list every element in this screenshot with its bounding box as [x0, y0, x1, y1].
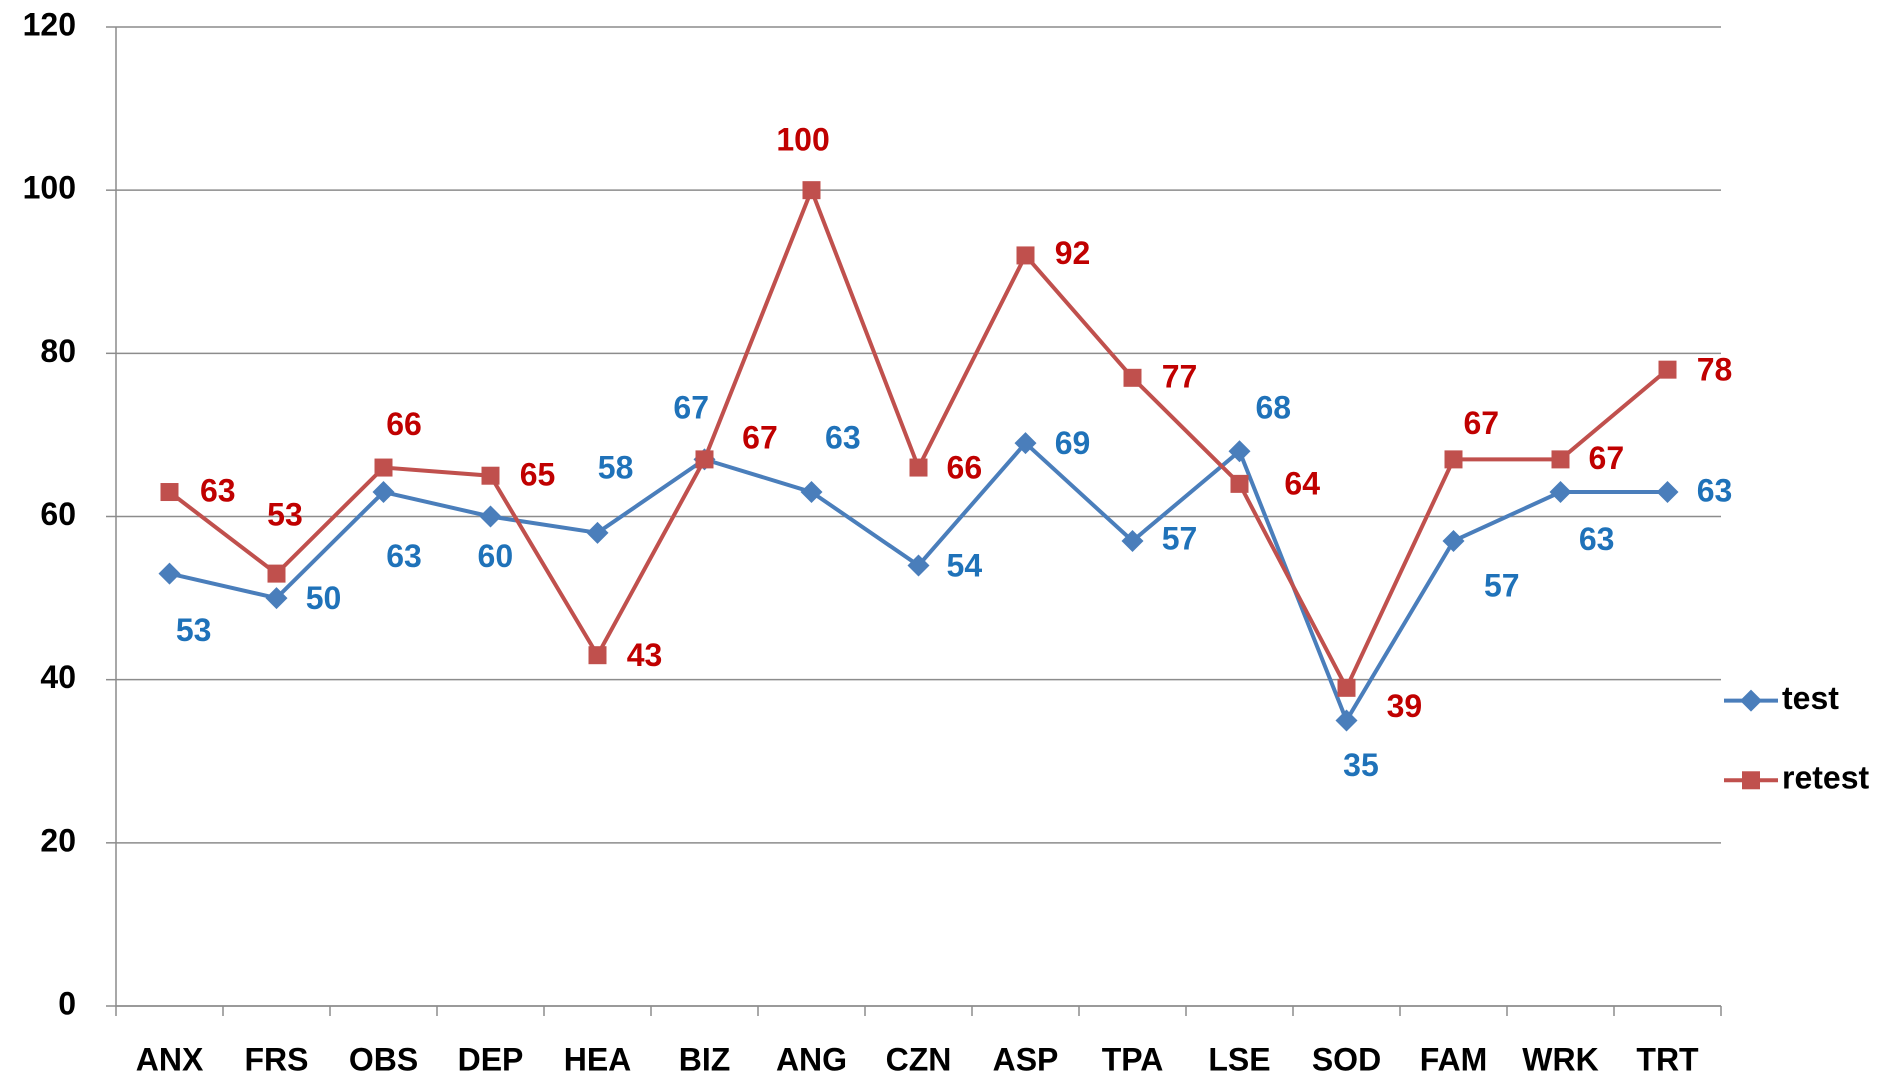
data-label: 67 [1589, 440, 1625, 476]
point [158, 562, 181, 585]
data-label: 63 [825, 420, 861, 456]
point [1016, 246, 1035, 265]
data-label: 50 [306, 580, 342, 616]
point [1549, 481, 1572, 504]
data-label: 100 [776, 121, 829, 157]
point [1442, 529, 1465, 552]
point [479, 505, 502, 528]
x-tick-label: HEA [564, 1041, 632, 1077]
data-label: 78 [1697, 352, 1733, 388]
point [1337, 678, 1356, 697]
point [160, 483, 179, 502]
x-tick-label: ANG [776, 1041, 847, 1077]
data-label: 92 [1055, 235, 1091, 271]
data-label: 67 [1463, 405, 1499, 441]
data-label: 68 [1255, 390, 1291, 426]
point [1551, 450, 1570, 469]
x-tick-label: LSE [1208, 1041, 1270, 1077]
point [800, 481, 823, 504]
data-label: 57 [1162, 520, 1198, 556]
point [481, 466, 500, 485]
x-tick-label: TRT [1636, 1041, 1699, 1077]
y-tick-label: 40 [40, 659, 76, 695]
data-label: 35 [1343, 747, 1379, 783]
point [265, 587, 288, 610]
data-label: 63 [1697, 473, 1733, 509]
point [374, 458, 393, 477]
data-label: 53 [267, 496, 303, 532]
point [372, 481, 395, 504]
x-tick-label: DEP [458, 1041, 524, 1077]
data-label: 63 [386, 538, 422, 574]
x-tick-label: ANX [136, 1041, 204, 1077]
y-tick-label: 120 [23, 6, 76, 42]
point [1228, 440, 1251, 463]
point [1656, 481, 1679, 504]
x-tick-label: FAM [1420, 1041, 1488, 1077]
data-label: 63 [1579, 521, 1615, 557]
data-label: 66 [386, 406, 422, 442]
legend-label: retest [1782, 760, 1870, 796]
data-label: 39 [1387, 688, 1423, 724]
y-tick-label: 0 [58, 985, 76, 1021]
point [586, 521, 609, 544]
point [907, 554, 930, 577]
x-tick-label: TPA [1102, 1041, 1164, 1077]
data-label: 54 [947, 547, 983, 583]
data-label: 64 [1284, 466, 1320, 502]
data-label: 77 [1162, 358, 1198, 394]
y-tick-label: 60 [40, 496, 76, 532]
point [588, 646, 607, 665]
point [1658, 360, 1677, 379]
x-tick-label: WRK [1522, 1041, 1598, 1077]
legend-label: test [1782, 680, 1839, 716]
point [695, 450, 714, 469]
point [802, 181, 821, 200]
legend-marker [1740, 689, 1762, 712]
point [1014, 432, 1037, 455]
data-label: 57 [1484, 567, 1520, 603]
point [1121, 529, 1144, 552]
y-tick-label: 100 [23, 170, 76, 206]
data-label: 60 [478, 538, 514, 574]
point [1335, 709, 1358, 732]
data-label: 53 [176, 612, 212, 648]
data-label: 65 [520, 456, 556, 492]
x-tick-label: ASP [993, 1041, 1059, 1077]
x-tick-label: BIZ [679, 1041, 731, 1077]
point [1123, 368, 1142, 387]
legend-marker [1742, 771, 1760, 790]
x-tick-label: CZN [886, 1041, 952, 1077]
data-label: 58 [598, 450, 634, 486]
data-label: 63 [200, 473, 236, 509]
data-label: 43 [627, 637, 663, 673]
data-label: 67 [742, 420, 778, 456]
data-label: 66 [947, 449, 983, 485]
x-tick-label: SOD [1312, 1041, 1381, 1077]
x-tick-label: OBS [349, 1041, 418, 1077]
point [267, 564, 286, 583]
y-tick-label: 80 [40, 333, 76, 369]
y-tick-label: 20 [40, 822, 76, 858]
point [1230, 474, 1249, 493]
data-label: 69 [1055, 425, 1091, 461]
point [1444, 450, 1463, 469]
point [909, 458, 928, 477]
x-tick-label: FRS [245, 1041, 309, 1077]
data-label: 67 [673, 389, 709, 425]
